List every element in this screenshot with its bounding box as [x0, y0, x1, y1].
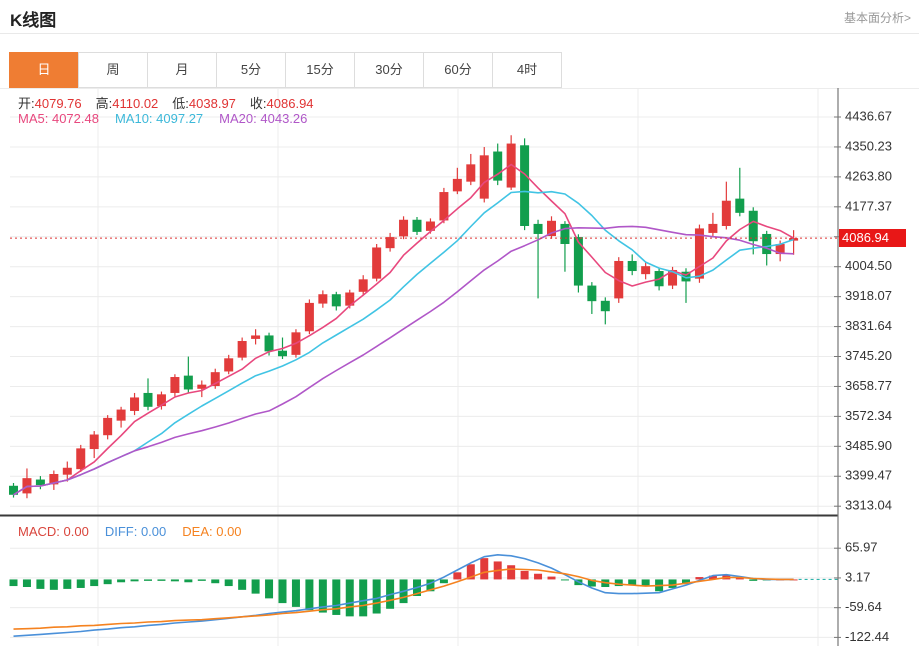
- tab-30min[interactable]: 30分: [354, 52, 424, 88]
- price-axis-label: 3485.90: [845, 438, 892, 453]
- fundamental-analysis-link[interactable]: 基本面分析>: [843, 11, 911, 25]
- close-label: 收:: [249, 96, 267, 111]
- ma10-line: [13, 190, 794, 496]
- low-label: 低:: [172, 96, 189, 111]
- ma5-legend: MA5: 4072.48: [18, 111, 99, 126]
- tab-5min[interactable]: 5分: [216, 52, 286, 88]
- page-title: K线图: [10, 11, 57, 30]
- price-axis-label: 4436.67: [845, 108, 892, 123]
- current-price-marker: 4086.94: [839, 229, 906, 247]
- macd-value-legend: MACD: 0.00: [18, 524, 89, 539]
- tab-bar: 日周月 5分 15分 30分 60分 4时: [9, 52, 562, 88]
- high-label: 高:: [95, 96, 113, 111]
- tab-day[interactable]: 日: [9, 52, 79, 88]
- tab-15min[interactable]: 15分: [285, 52, 355, 88]
- macd-legend: MACD: 0.00 DIFF: 0.00 DEA: 0.00: [18, 524, 242, 539]
- low-value: 4038.97: [188, 96, 236, 111]
- tab-4hour[interactable]: 4时: [492, 52, 562, 88]
- price-axis-label: 3399.47: [845, 468, 892, 483]
- chart-top-border: [0, 88, 919, 89]
- y-axis-labels: 4436.67 4350.23 4263.80 4177.37 4004.50 3918.…: [834, 108, 892, 644]
- diff-value-legend: DIFF: 0.00: [104, 524, 167, 539]
- price-axis-label: 4263.80: [845, 168, 892, 183]
- price-axis-label: 3658.77: [845, 378, 892, 393]
- price-axis-label: 3745.20: [845, 348, 892, 363]
- ma20-line: [13, 225, 794, 496]
- price-axis-label: 4350.23: [845, 138, 892, 153]
- open-label: 开:: [18, 96, 35, 111]
- macd-axis-label: 65.97: [845, 540, 878, 555]
- dea-line: [13, 568, 794, 630]
- ma-legend: MA5: 4072.48 MA10: 4097.27 MA20: 4043.26: [18, 111, 307, 126]
- open-value: 4079.76: [34, 96, 82, 111]
- dea-value-legend: DEA: 0.00: [182, 524, 242, 539]
- price-axis-label: 4004.50: [845, 258, 892, 273]
- dif-line: [13, 553, 794, 637]
- ma20-legend: MA20: 4043.26: [219, 111, 308, 126]
- candles-layer: [9, 135, 799, 499]
- macd-axis-label: -59.64: [845, 599, 882, 614]
- header-divider: [0, 33, 919, 34]
- kline-chart-svg[interactable]: 4436.67 4350.23 4263.80 4177.37 4004.50 3918.…: [0, 88, 919, 646]
- high-value: 4110.02: [112, 96, 159, 111]
- ma10-legend: MA10: 4097.27: [114, 111, 204, 126]
- price-axis-label: 3918.07: [845, 288, 892, 303]
- grid-lines: [10, 88, 838, 646]
- price-axis-label: 3831.64: [845, 318, 892, 333]
- macd-axis-label: -122.44: [845, 629, 889, 644]
- tab-month[interactable]: 月: [147, 52, 217, 88]
- close-value: 4086.94: [266, 96, 314, 111]
- ma5-line: [13, 163, 794, 496]
- price-axis-label: 3313.04: [845, 498, 892, 513]
- tab-60min[interactable]: 60分: [423, 52, 493, 88]
- price-axis-label: 4177.37: [845, 198, 892, 213]
- price-axis-label: 3572.34: [845, 408, 892, 423]
- macd-axis-label: 3.17: [845, 569, 870, 584]
- kline-chart-canvas[interactable]: 4436.67 4350.23 4263.80 4177.37 4004.50 3918.…: [0, 88, 919, 646]
- ohlc-legend: 开:4079.76 高:4110.02 低:4038.97 收:4086.94: [18, 93, 328, 112]
- tab-week[interactable]: 周: [78, 52, 148, 88]
